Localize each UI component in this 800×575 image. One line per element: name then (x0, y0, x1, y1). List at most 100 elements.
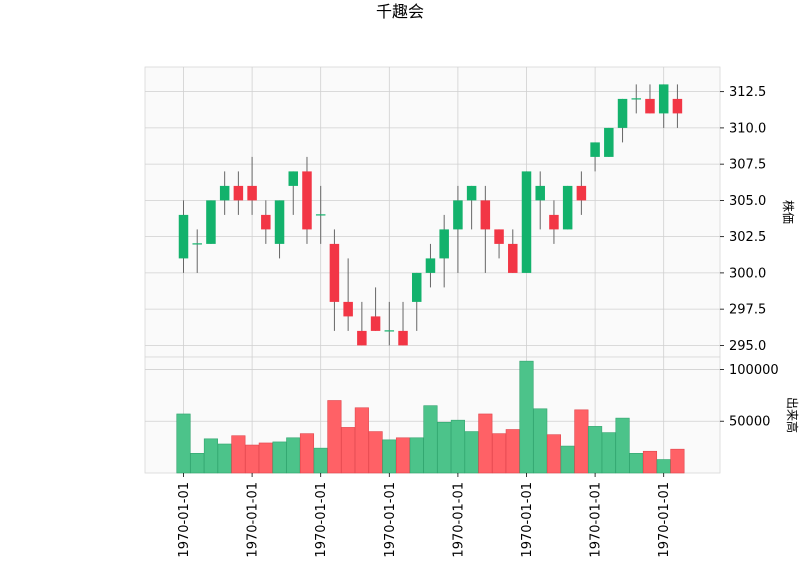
candle (521, 171, 532, 273)
candle (466, 185, 477, 230)
volume-bar (341, 427, 356, 474)
volume-bar (519, 360, 534, 474)
volume-bar (423, 405, 438, 474)
candle (192, 229, 202, 273)
candle-body (576, 185, 587, 201)
volume-bar (395, 437, 411, 474)
candle (494, 229, 504, 259)
candle (631, 84, 642, 114)
candle-body (439, 229, 449, 259)
candle (604, 127, 614, 157)
x-tick-label: 1970-01-01 (451, 482, 466, 558)
price-axis-label: 株価 (781, 200, 796, 224)
volume-bar (450, 419, 465, 474)
volume-bars (176, 360, 685, 474)
candle-body (247, 185, 257, 201)
candle-body (411, 272, 422, 302)
price-tick-label: 295.0 (729, 339, 766, 354)
chart-title: 千趣会 (376, 2, 424, 21)
volume-bar (258, 442, 273, 474)
candlesticks (178, 84, 683, 346)
volume-axis-ticks: 50000 100000 (720, 363, 779, 430)
candle-body (508, 243, 518, 273)
volume-tick-label: 50000 (729, 415, 770, 430)
volume-bar (286, 437, 301, 474)
volume-bar (245, 444, 260, 474)
volume-bar (354, 407, 369, 474)
candle (576, 171, 587, 215)
candle-body (549, 214, 559, 230)
candle-body (645, 98, 655, 114)
x-tick-label: 1970-01-01 (246, 482, 261, 558)
candle-body (590, 142, 600, 157)
candle-body (219, 185, 230, 201)
candle (535, 171, 545, 230)
candle (480, 185, 491, 273)
candle-body (562, 185, 573, 230)
price-panel-background (144, 66, 721, 358)
candle (411, 272, 422, 331)
candle (398, 301, 408, 346)
candle-body (192, 243, 202, 245)
candle (178, 200, 189, 273)
volume-bar (437, 421, 452, 474)
candle (425, 243, 436, 288)
price-tick-label: 302.5 (729, 230, 766, 245)
candle (617, 98, 628, 143)
volume-bar (478, 413, 493, 474)
volume-bar (299, 433, 315, 474)
candle (233, 171, 244, 215)
candle-body (425, 258, 436, 273)
price-tick-label: 297.5 (729, 303, 766, 318)
x-tick-label: 1970-01-01 (314, 482, 329, 558)
volume-bar (217, 443, 232, 474)
volume-bar (368, 431, 383, 474)
volume-bar (203, 438, 218, 474)
candle-body (370, 316, 381, 331)
x-tick-label: 1970-01-01 (657, 482, 672, 558)
candle (549, 200, 559, 244)
candle-body (398, 330, 408, 346)
candle-body (384, 330, 395, 332)
volume-bar (533, 408, 548, 474)
volume-bar (231, 435, 246, 474)
candle-body (466, 185, 477, 201)
candle-body (617, 98, 628, 128)
price-axis-ticks: 295.0 297.5 300.0 302.5 305.0 307.5 310.0 312.5 (720, 85, 766, 354)
volume-bar (492, 433, 507, 474)
volume-bar (382, 439, 397, 474)
candle (274, 200, 285, 259)
volume-bar (313, 447, 328, 474)
candle (672, 84, 683, 128)
volume-tick-label: 100000 (729, 363, 779, 378)
candle-body (453, 200, 463, 230)
volume-bar (560, 445, 575, 474)
volume-bar (629, 453, 644, 474)
price-tick-label: 300.0 (729, 266, 766, 281)
candle (658, 84, 669, 128)
volume-bar (190, 453, 205, 474)
price-tick-label: 305.0 (729, 194, 766, 209)
x-tick-label: 1970-01-01 (520, 482, 535, 558)
volume-bar (588, 426, 603, 474)
candle (562, 185, 573, 230)
candle-body (288, 171, 299, 186)
candle-body (315, 214, 326, 216)
candle (370, 287, 381, 331)
price-tick-label: 307.5 (729, 158, 766, 173)
candle-body (494, 229, 504, 244)
candle-body (604, 127, 614, 157)
candle-body (302, 171, 312, 230)
x-axis-ticks: 1970-01-01 1970-01-01 1970-01-01 1970-01-01… (177, 473, 672, 558)
volume-bar (176, 413, 191, 474)
candle (645, 84, 655, 114)
candle-body (206, 200, 216, 244)
candle-body (535, 185, 545, 201)
volume-bar (272, 441, 287, 474)
candle-body (233, 185, 244, 201)
candle (315, 185, 326, 244)
volume-bar (615, 417, 630, 474)
candle (261, 200, 271, 244)
candle-body (480, 200, 491, 230)
